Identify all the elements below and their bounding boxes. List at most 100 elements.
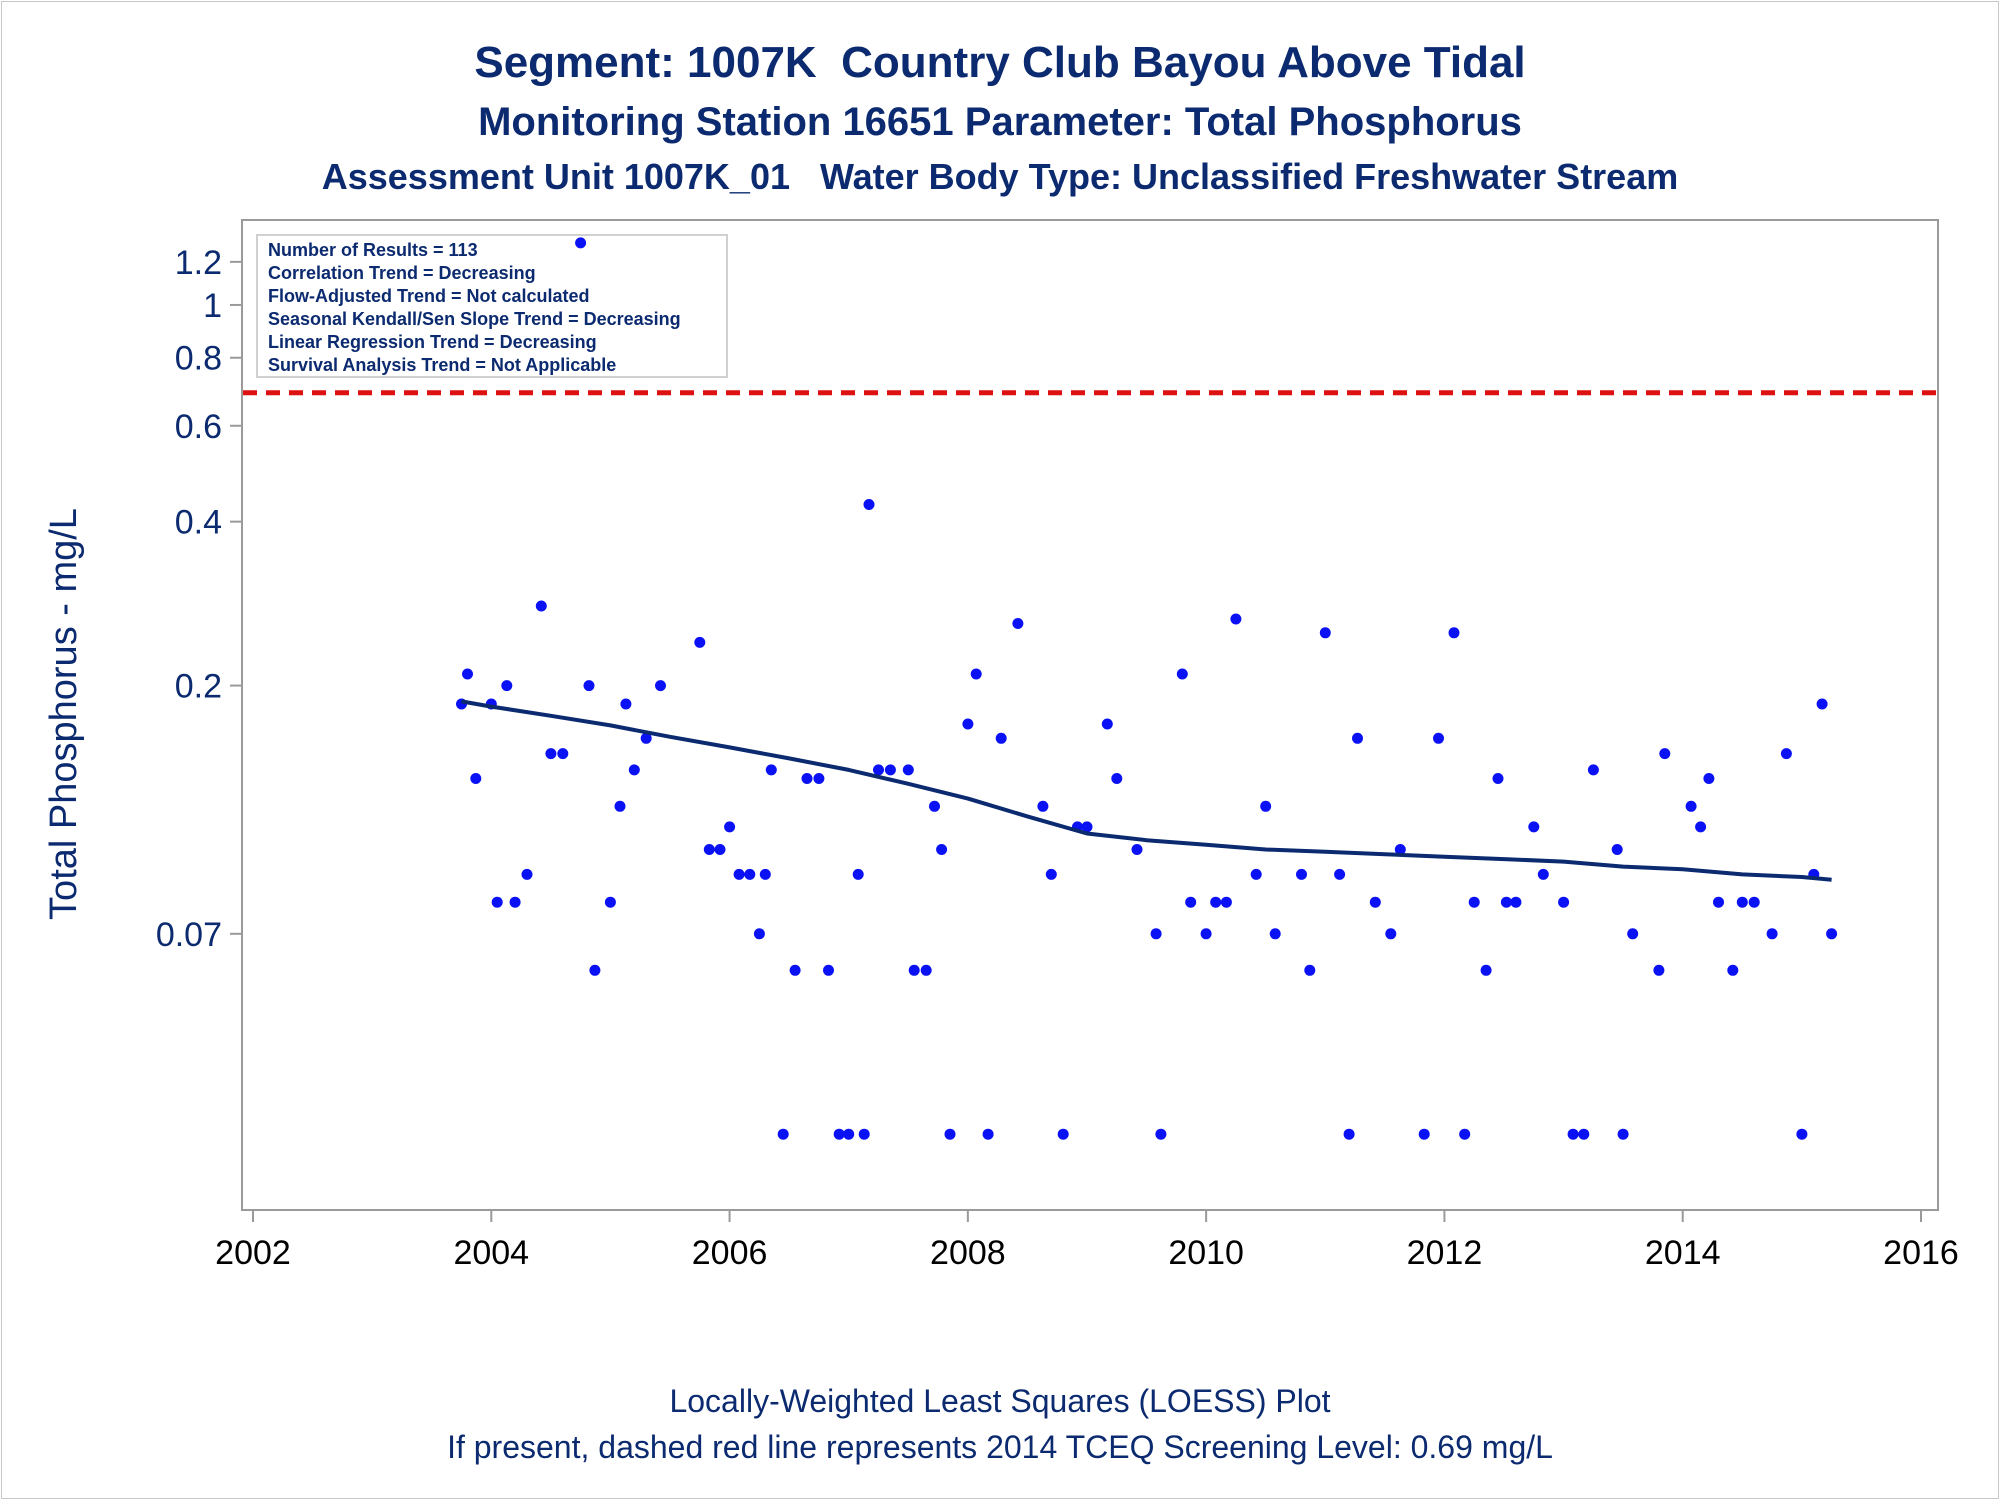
- y-tick-label: 0.4: [175, 504, 222, 542]
- x-tick-label: 2010: [1168, 1234, 1244, 1272]
- data-point: [1727, 964, 1739, 976]
- data-point: [823, 964, 834, 976]
- data-point: [733, 868, 745, 880]
- data-point: [1057, 1128, 1069, 1140]
- data-point: [1220, 896, 1232, 908]
- data-point: [813, 773, 825, 784]
- stats-line-seasonal-kendall: Seasonal Kendall/Sen Slope Trend = Decre…: [268, 309, 681, 329]
- data-point: [1480, 964, 1492, 976]
- x-tick-label: 2014: [1645, 1234, 1721, 1272]
- data-point: [1185, 896, 1197, 908]
- data-point: [1537, 868, 1549, 880]
- data-point: [982, 1128, 994, 1140]
- data-point: [944, 1128, 956, 1140]
- x-tick-label: 2016: [1883, 1234, 1959, 1272]
- data-point: [655, 680, 666, 692]
- data-point: [908, 964, 920, 976]
- data-point: [1319, 627, 1331, 639]
- data-point: [1796, 1128, 1808, 1140]
- data-point: [491, 896, 503, 908]
- data-point: [1500, 896, 1512, 908]
- data-point: [1269, 928, 1281, 940]
- data-point: [620, 698, 632, 710]
- data-point: [470, 773, 482, 784]
- data-point: [929, 800, 940, 812]
- data-point: [777, 1128, 789, 1140]
- data-point: [801, 773, 813, 784]
- data-point: [1685, 800, 1697, 812]
- data-point: [583, 680, 595, 692]
- data-point: [1736, 896, 1748, 908]
- data-point: [521, 868, 533, 880]
- data-point: [575, 237, 587, 249]
- data-point: [557, 748, 569, 760]
- data-point: [1578, 1128, 1590, 1140]
- data-point: [1012, 618, 1024, 629]
- data-point: [852, 868, 864, 880]
- data-point: [884, 764, 896, 776]
- x-tick-label: 2012: [1407, 1234, 1483, 1272]
- data-point: [1826, 928, 1838, 940]
- x-tick-label: 2006: [692, 1234, 768, 1272]
- data-point: [1352, 732, 1363, 744]
- stats-line-linear-regression: Linear Regression Trend = Decreasing: [268, 332, 597, 352]
- y-axis-label: Total Phosphorus - mg/L: [43, 508, 85, 920]
- data-point: [462, 668, 473, 680]
- stats-line-results: Number of Results = 113: [268, 240, 478, 260]
- data-point: [1176, 668, 1188, 680]
- stats-line-survival-analysis: Survival Analysis Trend = Not Applicable: [268, 355, 616, 375]
- chart-subtitle-2: Assessment Unit 1007K_01 Water Body Type…: [321, 156, 1679, 197]
- data-point: [1780, 748, 1792, 760]
- y-tick-label: 0.07: [156, 916, 222, 954]
- data-point: [858, 1128, 870, 1140]
- data-point: [1468, 896, 1480, 908]
- data-point: [640, 732, 652, 744]
- data-point: [1713, 896, 1724, 908]
- data-point: [1210, 896, 1222, 908]
- data-point: [1200, 928, 1212, 940]
- y-tick-label: 1.2: [175, 244, 222, 282]
- data-point: [1703, 773, 1715, 784]
- data-point: [902, 764, 914, 776]
- data-point: [628, 764, 640, 776]
- y-tick-label: 0.2: [175, 668, 222, 706]
- footer-note-loess: Locally-Weighted Least Squares (LOESS) P…: [669, 1383, 1331, 1419]
- data-point: [1385, 928, 1397, 940]
- data-point: [1653, 964, 1665, 976]
- data-point: [1748, 896, 1760, 908]
- data-point: [1250, 868, 1262, 880]
- data-point: [744, 868, 756, 880]
- data-point: [1492, 773, 1504, 784]
- data-point: [1394, 844, 1406, 855]
- x-tick-label: 2002: [215, 1234, 291, 1272]
- x-tick-label: 2008: [930, 1234, 1006, 1272]
- data-point: [1567, 1128, 1579, 1140]
- data-point: [1558, 896, 1570, 908]
- data-point: [589, 964, 601, 976]
- data-point: [833, 1128, 845, 1140]
- loess-trend-line: [461, 699, 1832, 882]
- data-point: [1230, 613, 1242, 625]
- stats-legend-box: Number of Results = 113 Correlation Tren…: [256, 234, 728, 378]
- chart-title: Segment: 1007K Country Club Bayou Above …: [474, 38, 1526, 87]
- stats-line-flow-adjusted: Flow-Adjusted Trend = Not calculated: [268, 286, 590, 306]
- data-point: [714, 844, 726, 855]
- data-marks: [243, 237, 1937, 1140]
- data-point: [1343, 1128, 1355, 1140]
- data-point: [1816, 698, 1828, 710]
- data-point: [1611, 844, 1623, 855]
- data-point: [509, 896, 521, 908]
- y-tick-label: 0.6: [175, 408, 222, 446]
- data-point: [694, 636, 706, 648]
- data-point: [1155, 1128, 1167, 1140]
- data-point: [724, 821, 736, 833]
- data-point: [759, 868, 771, 880]
- data-point: [1659, 748, 1671, 760]
- data-point: [1037, 800, 1049, 812]
- data-point: [614, 800, 626, 812]
- data-point: [1528, 821, 1540, 833]
- plot-area: [241, 219, 1939, 1211]
- data-point: [1587, 764, 1599, 776]
- data-point: [962, 718, 974, 730]
